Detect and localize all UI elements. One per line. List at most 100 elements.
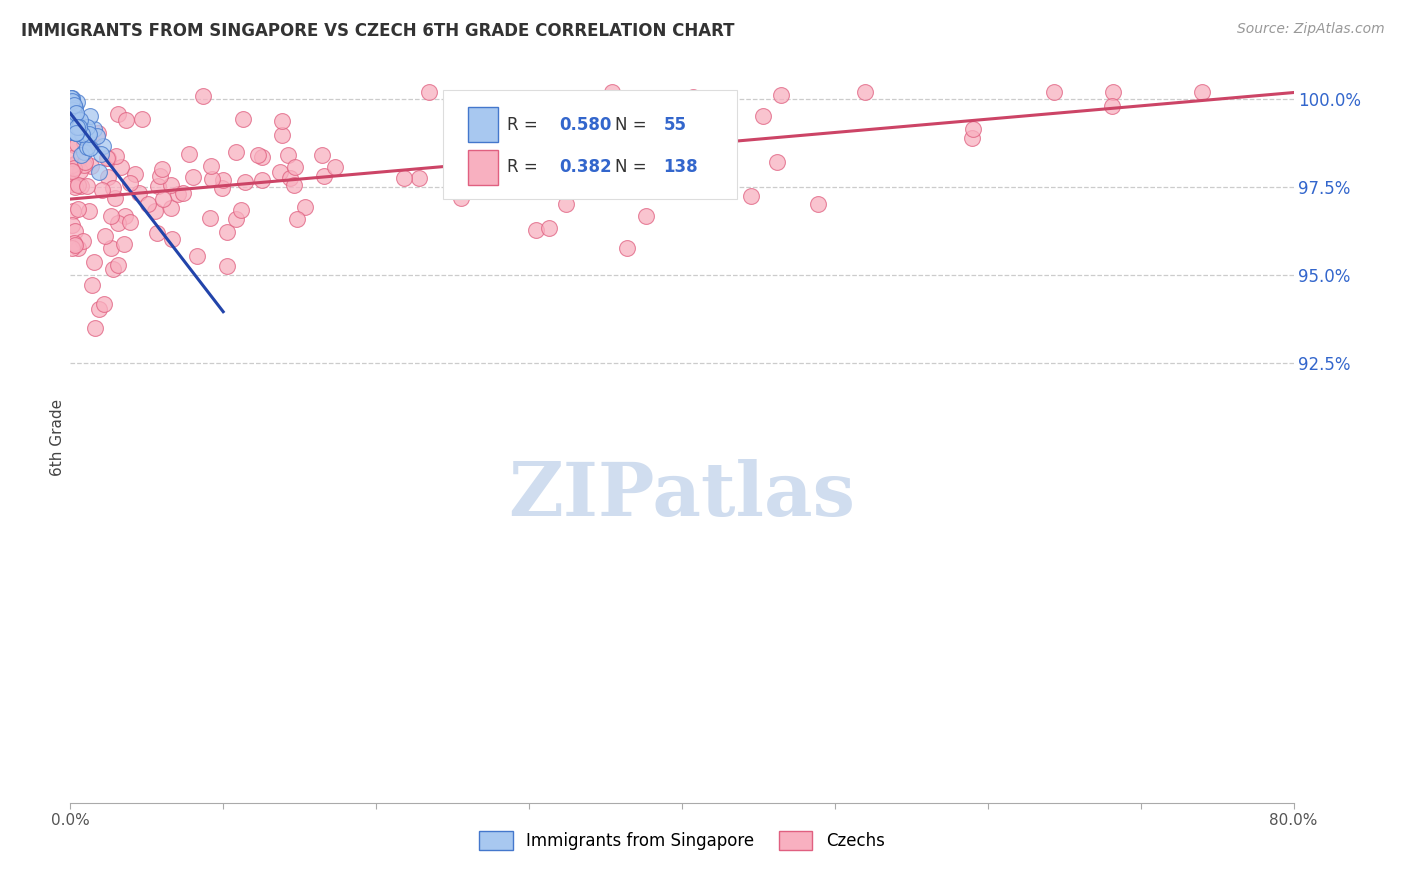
Point: [311, 148, 333, 162]
Point: [323, 160, 346, 174]
Point: [152, 192, 174, 206]
Point: [191, 89, 214, 103]
Point: [73, 135, 96, 149]
Point: [86, 126, 108, 140]
Point: [62, 98, 84, 112]
Point: [66, 202, 89, 216]
Point: [143, 204, 166, 219]
Point: [641, 137, 664, 152]
Point: [128, 186, 150, 200]
Point: [60, 218, 83, 232]
Point: [103, 181, 125, 195]
Point: [67, 120, 90, 134]
Point: [83, 255, 105, 269]
Point: [62, 108, 84, 122]
Point: [73, 128, 96, 142]
Point: [77, 127, 100, 141]
Point: [520, 123, 543, 137]
Point: [118, 176, 141, 190]
Point: [186, 248, 208, 262]
Point: [183, 169, 205, 184]
Point: [499, 179, 522, 194]
Point: [66, 136, 89, 151]
Point: [100, 209, 122, 223]
Point: [616, 241, 638, 255]
Point: [59, 112, 82, 127]
Point: [60, 151, 83, 165]
Point: [72, 234, 94, 248]
Point: [501, 130, 523, 145]
Point: [179, 147, 201, 161]
Point: [107, 258, 129, 272]
Point: [87, 165, 110, 179]
Point: [740, 188, 762, 202]
Point: [269, 165, 291, 179]
Point: [63, 137, 86, 152]
Point: [105, 149, 128, 163]
Point: [146, 179, 169, 194]
Point: [66, 242, 89, 256]
Point: [75, 121, 97, 136]
Point: [250, 150, 273, 164]
Text: ZIPatlas: ZIPatlas: [509, 459, 855, 533]
Point: [63, 179, 86, 194]
Point: [104, 191, 127, 205]
Point: [278, 171, 301, 186]
Point: [198, 211, 221, 225]
Text: 0.580: 0.580: [560, 116, 612, 134]
Point: [62, 112, 84, 126]
Point: [215, 225, 238, 239]
Point: [63, 125, 86, 139]
Point: [60, 117, 83, 131]
Point: [225, 212, 247, 227]
Point: [1101, 99, 1123, 113]
Point: [547, 102, 569, 116]
Point: [60, 178, 83, 192]
Point: [69, 164, 91, 178]
Point: [107, 107, 129, 121]
Point: [250, 173, 273, 187]
Point: [600, 86, 623, 100]
Text: 55: 55: [664, 116, 686, 134]
Point: [110, 160, 132, 174]
Point: [277, 148, 299, 162]
Point: [112, 237, 135, 252]
Point: [1191, 86, 1213, 100]
Point: [66, 154, 89, 169]
Point: [62, 122, 84, 136]
Point: [63, 104, 86, 119]
Point: [101, 262, 124, 277]
Point: [751, 109, 773, 123]
Point: [70, 120, 93, 134]
Point: [408, 171, 430, 186]
Point: [145, 226, 167, 240]
Point: [90, 183, 112, 197]
Point: [63, 109, 86, 123]
Point: [294, 200, 316, 214]
Point: [80, 135, 103, 149]
Point: [90, 147, 112, 161]
Point: [520, 116, 543, 130]
Point: [79, 109, 101, 123]
Point: [86, 128, 108, 143]
Point: [62, 94, 84, 108]
Point: [72, 129, 94, 144]
Point: [65, 112, 87, 127]
Point: [284, 160, 307, 174]
Point: [65, 126, 87, 140]
Point: [131, 112, 153, 126]
Point: [84, 321, 107, 335]
Point: [855, 86, 877, 100]
Point: [149, 169, 172, 183]
Point: [231, 202, 253, 217]
Point: [60, 121, 83, 136]
Point: [136, 197, 159, 211]
Point: [60, 158, 83, 172]
Point: [524, 223, 547, 237]
Point: [172, 186, 194, 200]
FancyBboxPatch shape: [443, 90, 737, 200]
Point: [418, 86, 440, 100]
Point: [73, 154, 96, 169]
Point: [73, 158, 96, 172]
Point: [94, 228, 117, 243]
